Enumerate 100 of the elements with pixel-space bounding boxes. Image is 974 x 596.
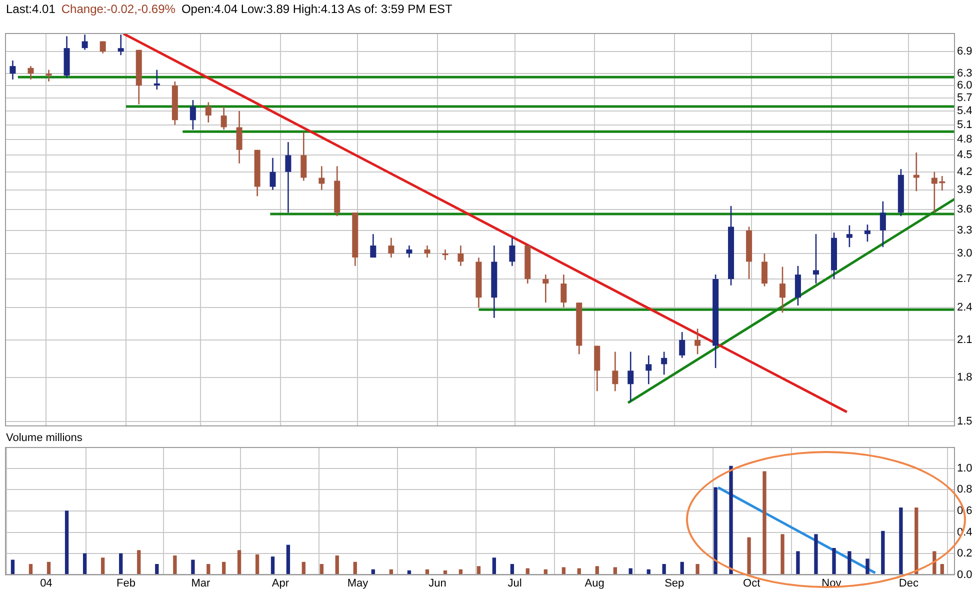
- candlestick: [370, 233, 376, 258]
- bar: [696, 564, 700, 575]
- candlestick: [679, 331, 686, 359]
- bar: [848, 551, 852, 575]
- bar: [237, 550, 242, 575]
- x-tick-label: Aug: [584, 578, 604, 590]
- candlestick: [300, 131, 307, 182]
- y-tick-label: 6.0: [957, 80, 972, 92]
- candlestick: [542, 274, 549, 304]
- bar: [796, 551, 800, 575]
- candlestick: [100, 40, 106, 54]
- candlestick: [205, 102, 212, 124]
- candlestick: [794, 265, 801, 306]
- candlestick: [190, 99, 196, 130]
- bar: [10, 560, 15, 575]
- candlestick: [424, 244, 430, 258]
- y-tick-label: 0.0: [957, 569, 972, 582]
- x-tick-label: Jun: [428, 578, 446, 590]
- text: Last:4.01: [6, 2, 56, 16]
- y-tick-label: 4.2: [957, 166, 972, 178]
- candlestick: [628, 351, 634, 402]
- y-tick-label: 1.8: [957, 371, 972, 384]
- bar: [191, 560, 195, 575]
- candlestick: [846, 224, 852, 248]
- bar: [832, 548, 836, 575]
- candlestick: [285, 141, 292, 214]
- bar: [335, 555, 339, 575]
- y-tick-label: 6.9: [957, 46, 972, 58]
- candlestick: [864, 224, 870, 242]
- y-tick-label: 1.5: [957, 416, 972, 428]
- candlestick: [28, 65, 34, 80]
- bar: [762, 471, 766, 575]
- text: Open:4.04 Low:3.89 High:4.13 As of: 3:59 PM EST: [181, 2, 452, 16]
- x-tick-label: May: [347, 578, 369, 590]
- x-tick-label: Dec: [898, 578, 919, 590]
- candlestick: [761, 252, 768, 287]
- candlestick: [10, 60, 16, 80]
- bar: [492, 558, 496, 575]
- y-tick-label: 3.0: [957, 248, 972, 260]
- y-tick-label: 5.1: [957, 118, 972, 131]
- y-tick-label: 6.3: [957, 68, 972, 80]
- bar: [714, 487, 718, 575]
- bar: [286, 544, 290, 575]
- candlestick: [270, 157, 276, 191]
- candlestick: [388, 237, 394, 258]
- bar: [914, 507, 918, 575]
- x-tick-label: 04: [40, 578, 52, 590]
- candlestick: [913, 152, 920, 192]
- candlestick: [458, 244, 464, 267]
- bar: [747, 537, 751, 575]
- candlestick: [406, 244, 412, 258]
- y-tick-label: 2.4: [957, 302, 972, 314]
- bar: [866, 558, 870, 575]
- candlestick: [220, 106, 227, 130]
- bar: [101, 558, 105, 575]
- bar: [255, 554, 260, 575]
- y-tick-label: 1.0: [957, 462, 972, 474]
- x-tick-label: Apr: [272, 578, 290, 590]
- candlestick: [236, 110, 242, 164]
- x-tick-label: Jul: [508, 578, 522, 590]
- y-tick-label: 4.5: [957, 149, 972, 162]
- bar: [270, 556, 275, 575]
- candlestick: [82, 34, 88, 50]
- y-tick-label: 0.8: [957, 484, 972, 496]
- candlestick: [560, 274, 567, 308]
- y-tick-label: 2.1: [957, 334, 972, 346]
- candlestick: [812, 233, 819, 284]
- y-tick-label: 3.6: [957, 203, 972, 216]
- bar: [137, 550, 141, 575]
- y-tick-label: 0.2: [957, 548, 972, 560]
- bar: [82, 553, 87, 575]
- bar: [64, 510, 69, 575]
- bar: [662, 564, 666, 575]
- x-tick-label: Oct: [743, 578, 760, 590]
- bar: [814, 534, 818, 575]
- candlestick: [318, 166, 325, 191]
- candlestick: [780, 266, 786, 314]
- y-tick-label: 2.7: [957, 273, 972, 286]
- bar: [881, 530, 885, 575]
- x-tick-label: Mar: [191, 578, 210, 590]
- candlestick: [661, 351, 668, 376]
- x-tick-label: Feb: [116, 578, 136, 590]
- y-tick-label: 3.9: [957, 184, 972, 196]
- bar: [899, 507, 903, 575]
- text: Change:-0.02,-0.69%: [61, 2, 176, 16]
- y-tick-label: 5.4: [957, 105, 972, 118]
- candlestick: [646, 354, 652, 385]
- y-tick-label: 5.7: [957, 92, 972, 104]
- y-tick-label: 4.8: [957, 134, 972, 146]
- candlestick: [118, 34, 124, 56]
- candlestick: [612, 351, 618, 392]
- candlestick: [442, 248, 448, 261]
- candlestick: [509, 237, 516, 267]
- candlestick: [880, 200, 886, 248]
- candlestick: [46, 69, 52, 82]
- bar: [119, 553, 123, 575]
- x-tick-label: Sep: [664, 578, 684, 590]
- y-tick-label: 3.3: [957, 224, 972, 236]
- candlestick: [154, 69, 160, 90]
- candlestick: [694, 328, 701, 355]
